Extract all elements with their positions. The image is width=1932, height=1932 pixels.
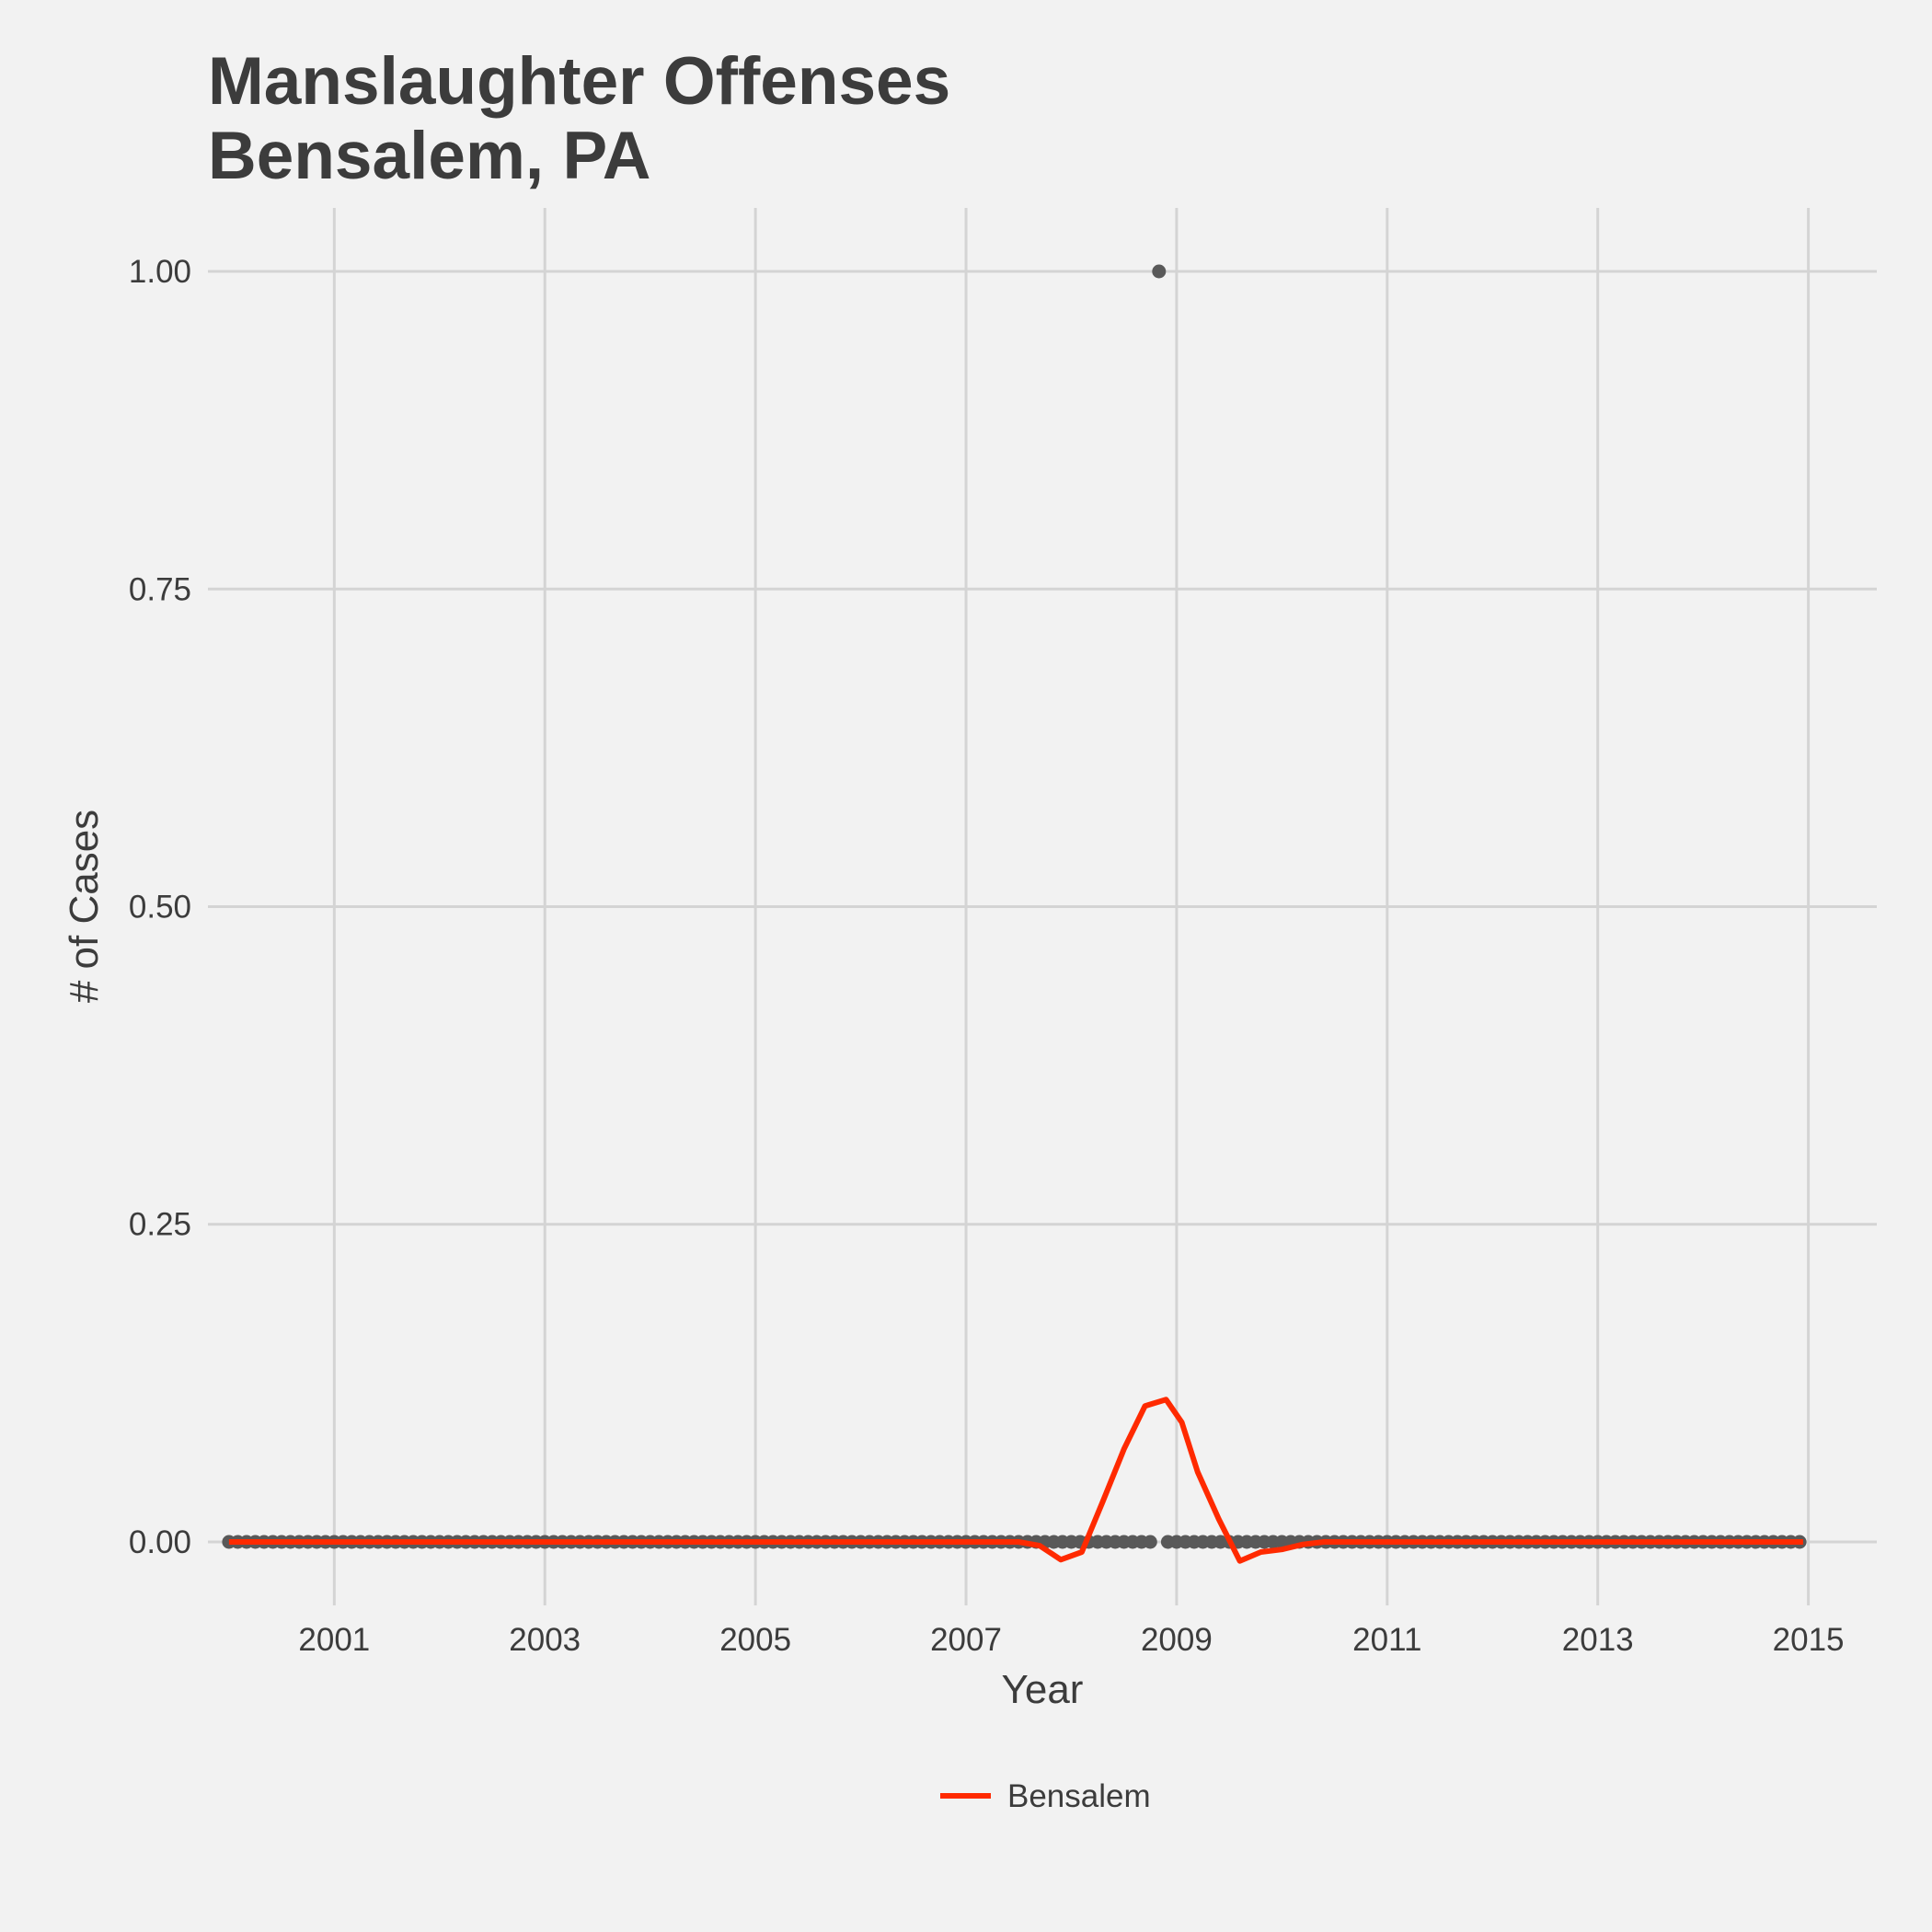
x-tick-label: 2001 [298, 1622, 370, 1658]
x-tick-label: 2005 [719, 1622, 791, 1658]
series-lines [228, 1397, 1803, 1564]
chart-title-line-1: Manslaughter Offenses [208, 44, 951, 119]
x-tick-label: 2007 [930, 1622, 1002, 1658]
y-tick-label: 1.00 [129, 254, 191, 290]
x-tick-label: 2003 [509, 1622, 581, 1658]
y-tick-label: 0.00 [129, 1524, 191, 1560]
y-tick-label: 0.25 [129, 1207, 191, 1243]
x-tick-label: 2015 [1773, 1622, 1845, 1658]
y-tick-label: 0.50 [129, 890, 191, 926]
grid-lines [208, 208, 1877, 1605]
data-point [1152, 264, 1167, 279]
legend: Bensalem [940, 1778, 1151, 1814]
x-tick-labels: 2001 2003 2005 2007 2009 2011 2013 2015 [298, 1622, 1844, 1658]
y-tick-labels: 0.00 0.25 0.50 0.75 1.00 [129, 254, 191, 1560]
x-tick-label: 2011 [1352, 1622, 1421, 1658]
y-tick-label: 0.75 [129, 571, 191, 607]
data-point [1143, 1535, 1157, 1549]
x-axis-title: Year [1002, 1667, 1084, 1712]
y-axis-title: # of Cases [62, 810, 107, 1003]
chart-title-line-2: Bensalem, PA [208, 119, 651, 193]
x-tick-label: 2013 [1562, 1622, 1634, 1658]
legend-label-bensalem: Bensalem [1007, 1778, 1151, 1814]
series-line-bensalem [228, 1397, 1803, 1564]
x-tick-label: 2009 [1141, 1622, 1213, 1658]
